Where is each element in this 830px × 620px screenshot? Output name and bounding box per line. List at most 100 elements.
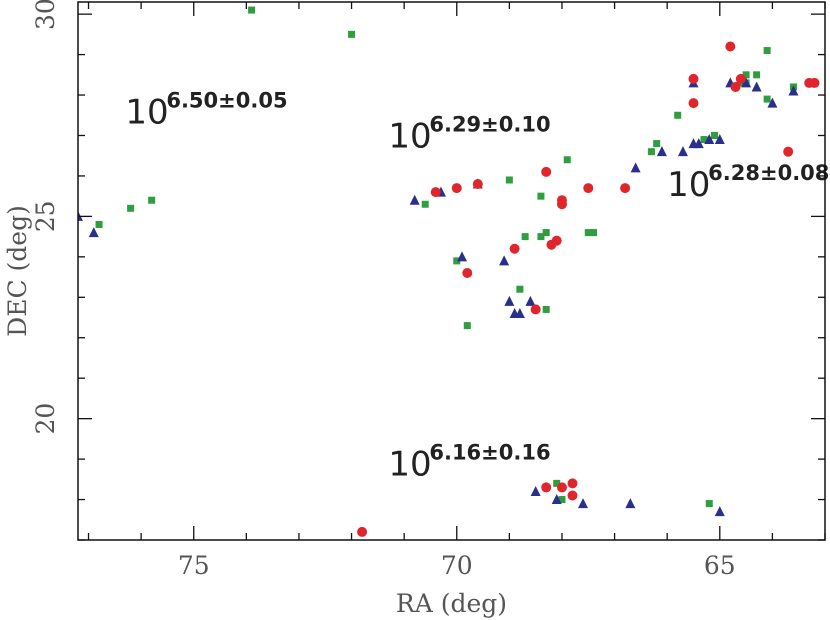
- y-axis-label: DEC (deg): [3, 205, 32, 337]
- square-point: [127, 204, 135, 212]
- circle-point: [556, 199, 567, 210]
- square-point: [700, 136, 708, 144]
- square-point: [553, 479, 561, 487]
- square-point: [590, 229, 598, 237]
- triangle-point: [714, 134, 725, 145]
- circle-point: [583, 183, 594, 194]
- circle-point: [430, 187, 441, 198]
- x-tick-label: 65: [704, 551, 736, 580]
- circle-point: [451, 183, 462, 194]
- age-annotation: 106.16±0.16: [388, 440, 550, 484]
- circle-point: [462, 268, 473, 279]
- square-point: [763, 47, 771, 55]
- circle-point: [688, 73, 699, 84]
- annotation-base: 10: [125, 92, 168, 132]
- square-point: [537, 233, 545, 241]
- circle-point: [620, 183, 631, 194]
- circle-point: [530, 304, 541, 315]
- annotation-exponent: 6.16±0.16: [429, 440, 550, 464]
- triangle-point: [677, 146, 688, 157]
- triangle-point: [530, 485, 541, 496]
- triangle-point: [514, 307, 525, 318]
- axis-ticks: 75 70 65 20 25 30: [31, 0, 826, 580]
- annotation-base: 10: [667, 165, 710, 205]
- triangle-point: [741, 77, 752, 88]
- triangle-point: [88, 227, 99, 238]
- circle-point: [567, 478, 578, 489]
- square-point: [521, 233, 529, 241]
- age-annotation: 106.50±0.05: [125, 88, 287, 132]
- plot-frame: [77, 1, 826, 541]
- x-tick-label: 75: [178, 551, 210, 580]
- triangle-point: [714, 506, 725, 517]
- square-point: [463, 322, 471, 330]
- triangle-point: [788, 85, 799, 96]
- triangle-point: [525, 295, 536, 306]
- circle-point: [541, 166, 552, 177]
- annotation-base: 10: [388, 117, 431, 157]
- annotation-exponent: 6.50±0.05: [166, 88, 287, 112]
- circle-point: [688, 98, 699, 109]
- triangle-point: [693, 138, 704, 149]
- triangle-point: [767, 97, 778, 108]
- triangle-point: [551, 494, 562, 505]
- data-points: [78, 2, 820, 537]
- circle-point: [725, 41, 736, 52]
- circle-point: [541, 482, 552, 493]
- square-point: [542, 305, 550, 313]
- triangle-point: [704, 134, 715, 145]
- square-point: [647, 148, 655, 156]
- square-point: [763, 95, 771, 103]
- square-point: [348, 30, 356, 38]
- circle-point: [730, 81, 741, 92]
- square-point: [558, 496, 566, 504]
- circle-point: [567, 490, 578, 501]
- square-point: [711, 131, 719, 139]
- annotation-exponent: 6.28±0.08: [708, 161, 829, 185]
- x-axis-label: RA (deg): [396, 589, 507, 618]
- x-tick-label: 70: [441, 551, 473, 580]
- triangle-point: [630, 162, 641, 173]
- age-annotation: 106.28±0.08: [667, 161, 829, 205]
- triangle-point: [625, 498, 636, 509]
- circle-point: [809, 77, 820, 88]
- y-tick-label: 25: [31, 200, 60, 232]
- circle-point: [783, 146, 794, 157]
- square-point: [453, 257, 461, 265]
- circle-point: [551, 235, 562, 246]
- circle-point: [472, 179, 483, 190]
- square-point: [516, 285, 524, 293]
- square-point: [537, 192, 545, 200]
- square-point: [653, 140, 661, 148]
- square-point: [705, 500, 713, 508]
- annotation-base: 10: [388, 444, 431, 484]
- square-point: [505, 176, 513, 184]
- square-point: [95, 220, 103, 228]
- triangle-point: [578, 498, 589, 509]
- triangle-point: [504, 295, 515, 306]
- age-annotations: 106.50±0.05106.29±0.10106.28±0.08106.16±…: [125, 88, 829, 484]
- square-point: [563, 156, 571, 164]
- y-tick-label: 30: [31, 0, 60, 30]
- square-point: [421, 200, 429, 208]
- triangle-point: [656, 146, 667, 157]
- y-tick-label: 20: [31, 403, 60, 435]
- triangle-point: [499, 255, 510, 266]
- age-annotation: 106.29±0.10: [388, 113, 550, 157]
- square-point: [148, 196, 156, 204]
- annotation-exponent: 6.29±0.10: [429, 113, 550, 137]
- square-point: [674, 111, 682, 119]
- triangle-point: [409, 194, 420, 205]
- square-point: [742, 71, 750, 79]
- square-point: [248, 6, 256, 14]
- circle-point: [357, 526, 368, 537]
- square-point: [753, 71, 761, 79]
- square-point: [584, 229, 592, 237]
- square-point: [542, 229, 550, 237]
- circle-point: [556, 482, 567, 493]
- triangle-point: [457, 251, 468, 262]
- circle-point: [735, 73, 746, 84]
- circle-point: [509, 243, 520, 254]
- triangle-point: [751, 81, 762, 92]
